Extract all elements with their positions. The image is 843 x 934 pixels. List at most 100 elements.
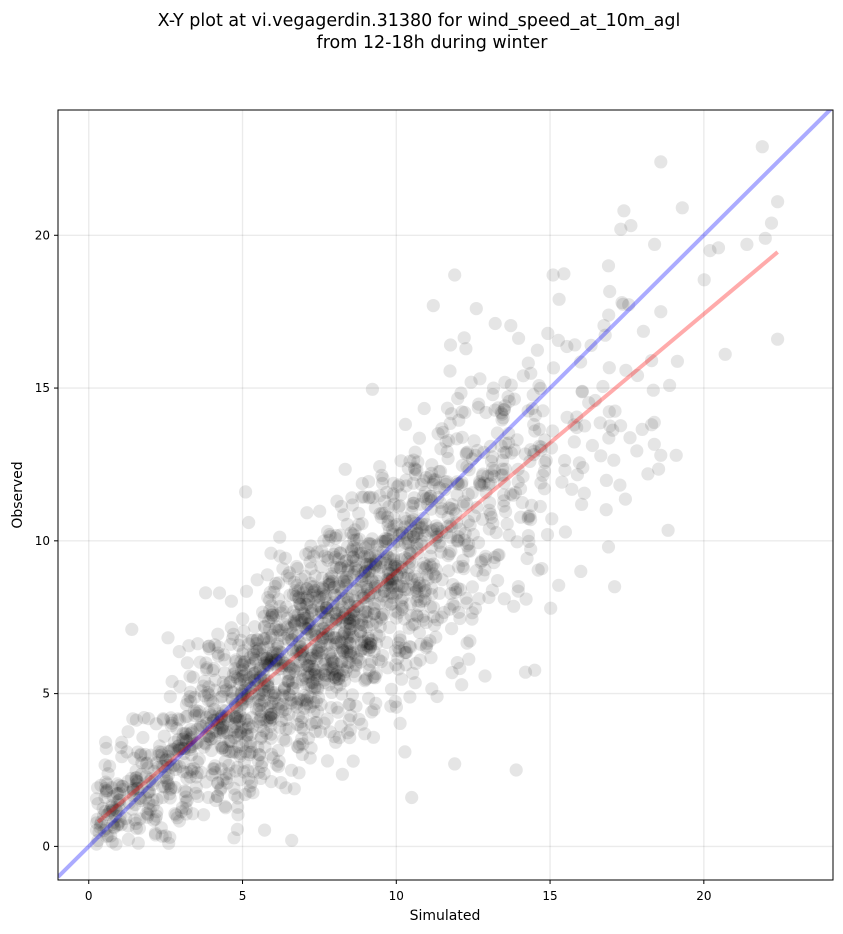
scatter-point [555,475,569,489]
scatter-point [192,705,206,719]
scatter-point [524,366,538,380]
scatter-point [217,648,231,662]
scatter-point [265,689,279,703]
chart-title-line2: from 12-18h during winter [317,33,549,53]
scatter-point [504,487,518,501]
scatter-point [362,588,376,603]
scatter-point [471,536,486,550]
scatter-point [234,725,248,739]
scatter-point [390,480,405,494]
scatter-point [380,573,394,587]
scatter-point [281,633,295,647]
scatter-point [271,639,285,653]
scatter-point [291,584,305,598]
scatter-point [172,741,187,756]
scatter-point [194,718,208,732]
scatter-point [463,518,477,532]
scatter-point [305,588,319,602]
scatter-point [304,539,318,553]
scatter-point [322,575,336,589]
scatter-point [229,709,243,723]
scatter-point [266,686,280,700]
scatter-point [237,688,251,702]
scatter-point [507,599,521,613]
scatter-point [386,563,400,577]
scatter-point [328,668,342,682]
scatter-point [337,626,351,640]
scatter-point [90,816,104,830]
scatter-point [226,685,240,700]
scatter-point [428,533,442,547]
scatter-point [286,588,300,602]
scatter-point [321,627,335,641]
scatter-point [509,763,523,777]
scatter-point [670,354,685,368]
scatter-point [325,685,339,700]
scatter-point [398,551,412,565]
scatter-point [342,713,356,727]
scatter-point [120,745,134,759]
scatter-point [347,618,361,633]
scatter-point [303,700,317,714]
scatter-point [497,499,511,513]
scatter-point [259,656,274,670]
scatter-point [374,555,388,569]
scatter-point [472,397,486,411]
scatter-point [121,819,135,833]
scatter-point [351,546,366,560]
scatter-point [499,462,513,476]
scatter-point [299,598,313,612]
scatter-point [426,523,440,537]
scatter-point [389,561,403,576]
scatter-point [496,411,510,425]
scatter-point [315,571,329,585]
scatter-point [283,688,297,702]
scatter-point [155,759,169,773]
scatter-point [129,816,143,831]
scatter-point [264,611,278,625]
scatter-point [177,741,191,756]
scatter-point [161,631,175,645]
scatter-point [615,296,629,310]
scatter-point [347,604,361,618]
scatter-point [394,488,408,502]
y-tick-label: 0 [42,839,50,853]
scatter-point [482,590,496,605]
scatter-point [411,516,425,531]
scatter-point [424,466,438,480]
scatter-point [508,486,523,500]
scatter-point [444,544,458,558]
scatter-point [528,408,543,422]
scatter-point [441,510,455,524]
scatter-point [486,381,501,395]
scatter-point [213,721,227,736]
scatter-point [346,614,360,629]
scatter-point [711,241,726,255]
scatter-point [401,582,415,597]
scatter-point [230,822,244,837]
scatter-point [156,751,170,765]
scatter-point [544,441,559,455]
scatter-point [396,600,410,614]
scatter-point [260,726,274,740]
scatter-point [328,588,342,602]
scatter-point [256,605,270,619]
scatter-point [131,781,145,795]
scatter-point [459,446,473,460]
scatter-point [215,741,229,755]
scatter-point [364,633,378,647]
scatter-point [351,563,365,578]
scatter-point [225,693,239,707]
scatter-point [292,635,306,649]
scatter-point [233,713,247,727]
scatter-point [488,550,502,565]
scatter-point [344,526,358,540]
scatter-point [588,393,602,408]
scatter-point [337,645,351,659]
scatter-point [294,581,308,596]
scatter-point [245,633,259,648]
scatter-point [418,485,432,499]
scatter-point [354,643,368,657]
scatter-point [282,674,296,688]
scatter-point [373,507,387,521]
